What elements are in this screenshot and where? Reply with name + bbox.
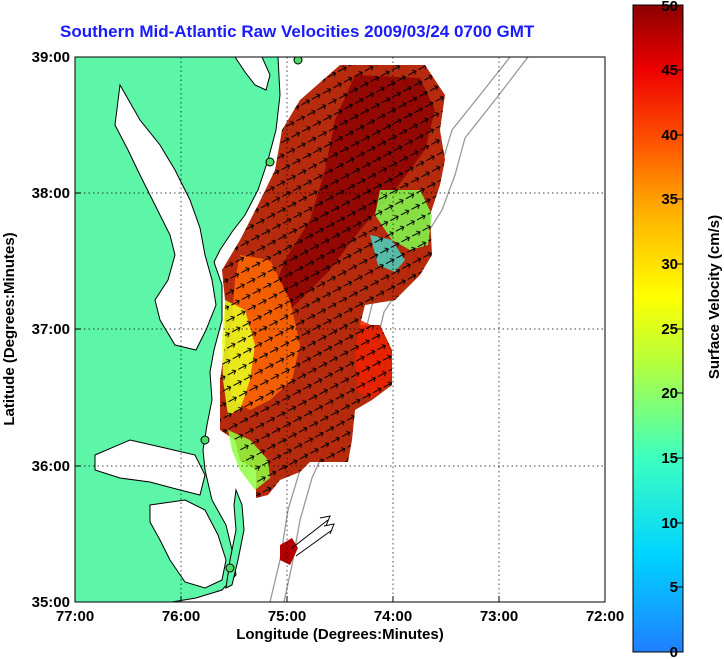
colorbar-tick-label: 5 <box>670 579 678 596</box>
velocity-field-isolated <box>280 538 298 565</box>
lon-tick-label: 74:00 <box>374 608 412 625</box>
lon-tick-label: 76:00 <box>162 608 200 625</box>
colorbar-tick-label: 45 <box>661 62 678 79</box>
colorbar-tick-label: 0 <box>670 644 678 659</box>
station-marker <box>265 157 275 167</box>
albemarle-sound <box>94 439 206 496</box>
colorbar-tick-label: 30 <box>661 256 678 273</box>
map-title: Southern Mid-Atlantic Raw Velocities 200… <box>60 22 535 41</box>
velocity-arrows <box>220 65 445 498</box>
station-marker <box>293 57 303 65</box>
colorbar-tick-label: 25 <box>661 321 678 338</box>
colorbar-tick-label: 15 <box>661 450 678 467</box>
lat-tick-label: 38:00 <box>32 185 70 202</box>
lat-tick-label: 39:00 <box>32 49 70 66</box>
barrier-islands <box>225 488 245 589</box>
pamlico-sound <box>149 499 227 589</box>
y-axis-label: Latitude (Degrees:Minutes) <box>1 232 18 425</box>
colorbar-ticks <box>677 69 683 588</box>
colorbar-tick-label: 20 <box>661 385 678 402</box>
colorbar-tick-label: 35 <box>661 191 678 208</box>
lat-tick-label: 35:00 <box>32 594 70 611</box>
bathymetry-contour <box>269 57 511 602</box>
lon-tick-label: 73:00 <box>480 608 518 625</box>
lat-tick-label: 36:00 <box>32 458 70 475</box>
colorbar-tick-label: 50 <box>661 0 678 15</box>
lon-tick-label: 72:00 <box>586 608 624 625</box>
lat-tick-label: 37:00 <box>32 321 70 338</box>
colorbar-label: Surface Velocity (cm/s) <box>706 215 723 379</box>
colorbar-tick-label: 10 <box>661 515 678 532</box>
lon-tick-label: 75:00 <box>268 608 306 625</box>
tick-marks <box>75 192 500 602</box>
station-marker <box>225 563 235 573</box>
chesapeake-bay <box>114 83 217 351</box>
colorbar-tick-label: 40 <box>661 127 678 144</box>
lon-tick-label: 77:00 <box>56 608 94 625</box>
bathymetry-contour-2 <box>283 57 529 602</box>
gridlines <box>75 57 605 602</box>
x-axis-label: Longitude (Degrees:Minutes) <box>236 626 444 643</box>
colorbar <box>632 4 684 653</box>
station-marker <box>200 435 210 445</box>
velocity-arrows-isolated <box>291 515 335 557</box>
delaware-bay <box>234 57 271 91</box>
